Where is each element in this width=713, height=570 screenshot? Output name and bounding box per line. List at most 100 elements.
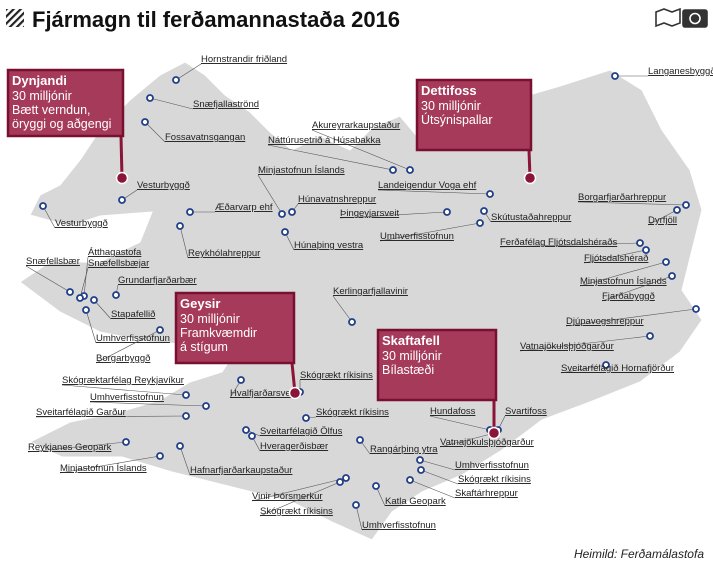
place-dot xyxy=(182,391,190,399)
place-dot xyxy=(237,376,245,384)
place-dot xyxy=(348,318,356,326)
place-dot xyxy=(76,294,84,302)
place-label: Minjastofnun Íslands xyxy=(60,463,147,474)
leader-line xyxy=(377,189,491,195)
source: Heimild: Ferðamálastofa xyxy=(574,547,704,561)
place-dot xyxy=(336,478,344,486)
place-label: Þingeyjarsveit xyxy=(340,208,399,219)
place-label: Hafnarfjarðarkaupstaður xyxy=(190,465,292,476)
place-label: Æðarvarp ehf xyxy=(215,202,273,213)
place-dot xyxy=(352,501,360,509)
place-label: Stapafellið xyxy=(111,309,155,320)
callout-box xyxy=(6,68,125,138)
place-dot xyxy=(682,201,690,209)
place-label: Skógrækt ríkisins xyxy=(300,370,373,381)
place-label: Umhverfisstofnun xyxy=(96,333,170,344)
place-dot xyxy=(186,208,194,216)
place-dot xyxy=(480,207,488,215)
place-dot xyxy=(668,272,676,280)
callout-pole xyxy=(119,135,124,179)
place-dot xyxy=(39,202,47,210)
place-label: Djúpavogshreppur xyxy=(566,316,644,327)
callout-dot xyxy=(523,171,537,185)
callout-line: Framkvæmdir xyxy=(180,326,257,340)
place-label: Hornstrandir friðland xyxy=(201,54,287,65)
place-dot xyxy=(176,222,184,230)
leader-line xyxy=(339,211,448,219)
leader-line xyxy=(355,504,363,531)
place-label: Reykjanes Geopark xyxy=(28,442,112,453)
place-label: Katla Geopark xyxy=(385,496,446,507)
leader-line xyxy=(379,222,481,242)
place-dot xyxy=(288,208,296,216)
leader-line xyxy=(647,209,678,226)
leader-line xyxy=(35,415,187,418)
callout-line: á stígum xyxy=(180,340,228,354)
leader-line xyxy=(89,401,207,407)
place-label: Grundarfjarðarbær xyxy=(118,275,197,286)
leader-line xyxy=(257,174,283,215)
leader-line xyxy=(93,299,112,320)
place-dot xyxy=(176,442,184,450)
place-dot xyxy=(156,326,164,334)
place-label: Hvalfjarðarsveit xyxy=(230,388,296,399)
callout-line: 30 milljónir xyxy=(382,349,442,363)
place-dot xyxy=(82,306,90,314)
place-dot xyxy=(242,426,250,434)
place-label: Fljótsdalshérað xyxy=(584,253,648,264)
place-label: Rangárþing ytra xyxy=(370,444,438,455)
place-dot xyxy=(90,296,98,304)
place-dot xyxy=(182,412,190,420)
callout-line: 30 milljónir xyxy=(180,312,240,326)
place-label: Húnaþing vestra xyxy=(294,240,364,251)
place-dot xyxy=(417,466,425,474)
callout-line: Bílastæði xyxy=(382,363,434,377)
place-label: Sveitarfélagið Hornafjörður xyxy=(561,363,674,374)
leader-line xyxy=(519,335,651,352)
place-dot xyxy=(278,210,286,218)
place-label: Vesturbyggð xyxy=(55,218,108,229)
place-label: Minjastofnun Íslands xyxy=(580,276,667,287)
place-label: Minjastofnun Íslands xyxy=(258,165,345,176)
place-dot xyxy=(141,118,149,126)
leader-line xyxy=(583,249,647,264)
callout-name: Dettifoss xyxy=(421,83,477,98)
place-label: Ferðafélag Fljótsdalshéraðs xyxy=(500,237,617,248)
place-label: Fossavatnsgangan xyxy=(165,132,245,143)
callout-dot xyxy=(487,426,501,440)
leader-line xyxy=(267,144,394,171)
place-dot xyxy=(673,206,681,214)
place-dot xyxy=(642,246,650,254)
place-label: Kerlingarfjallavinir xyxy=(333,286,408,297)
leader-line xyxy=(419,459,456,471)
place-dot xyxy=(389,166,397,174)
leader-line xyxy=(59,455,161,474)
place-label: Akureyrarkaupstaður xyxy=(312,120,400,131)
callout-name: Dynjandi xyxy=(12,73,67,88)
place-label: Skaftárhreppur xyxy=(455,488,518,499)
place-label: Skútustaðahreppur xyxy=(491,212,571,223)
place-label: Sveitarfélagið Ölfus xyxy=(260,426,343,437)
place-dot xyxy=(646,332,654,340)
place-dot xyxy=(302,414,310,422)
leader-line xyxy=(25,265,71,293)
place-label: Vinir Þórsmerkur xyxy=(252,491,323,502)
place-dot xyxy=(486,190,494,198)
place-dot xyxy=(662,258,670,266)
leader-line xyxy=(560,364,607,374)
place-label: Skógrækt ríkisins xyxy=(316,407,389,418)
leader-line xyxy=(179,225,189,259)
place-label: Reykhólahreppur xyxy=(188,248,260,259)
leader-line xyxy=(577,201,687,206)
place-label: Skógræktarfélag Reykjavíkur xyxy=(62,375,184,386)
place-dot xyxy=(122,438,130,446)
callout-box xyxy=(174,291,296,365)
place-dot xyxy=(611,72,619,80)
leader-line xyxy=(175,63,202,81)
leader-line xyxy=(420,469,459,485)
leader-line xyxy=(179,445,191,476)
leader-line xyxy=(311,129,411,171)
place-dot xyxy=(406,166,414,174)
